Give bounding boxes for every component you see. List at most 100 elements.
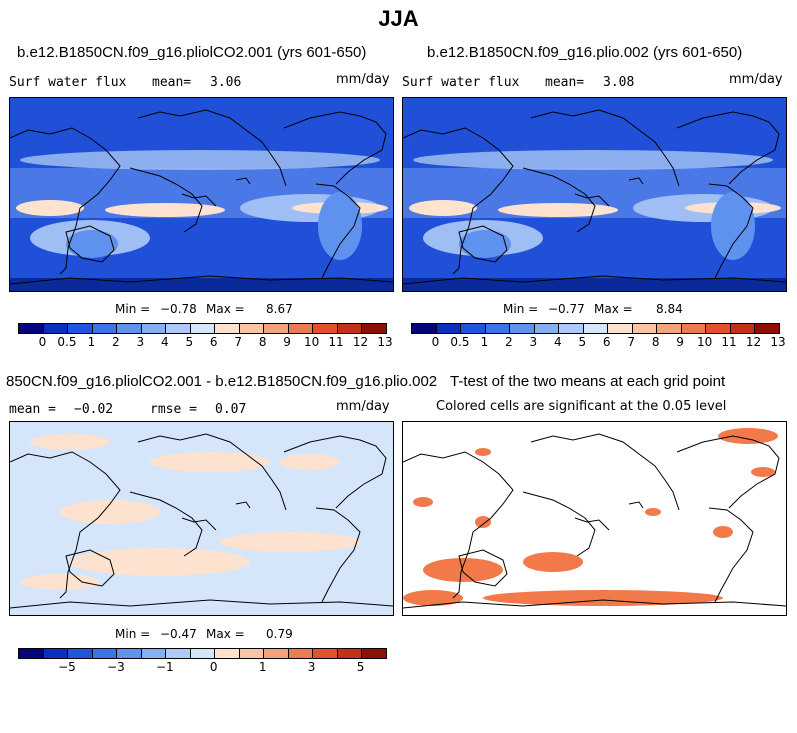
colorbar-swatch — [288, 324, 314, 333]
colorbar-swatch — [583, 324, 609, 333]
colorbar-tick-label: 0.5 — [450, 335, 470, 349]
coastline — [235, 501, 251, 509]
panel2-mean-label: mean= — [545, 75, 585, 90]
colorbar-tick-label: 0 — [431, 335, 440, 349]
coastline — [10, 599, 393, 609]
colorbar-swatch — [730, 324, 756, 333]
colorbar-swatch — [264, 649, 289, 658]
colorbar-tick-label: 0 — [38, 335, 47, 349]
colorbar-tick-label: 11 — [721, 335, 737, 349]
colorbar-swatch — [485, 324, 511, 333]
colorbar-tick-label: 10 — [303, 335, 320, 349]
panel2-colorbar-ticks: 0 0.5 1 2 3 4 5 6 7 8 9 10 11 12 13 — [411, 335, 786, 351]
positive-anomaly — [220, 532, 360, 552]
panel1-colorbar — [18, 323, 387, 334]
significant-cells — [475, 448, 491, 456]
colorbar-swatch — [141, 324, 167, 333]
coastline — [137, 109, 287, 187]
colorbar-swatch — [92, 649, 118, 658]
colorbar-tick-label: 10 — [696, 335, 713, 349]
coastline — [181, 517, 217, 531]
colorbar-swatch — [215, 324, 240, 333]
panel3-units: mm/day — [336, 399, 390, 414]
panel1-colorbar-ticks: 0 0.5 1 2 3 4 5 6 7 8 9 10 11 12 13 — [18, 335, 393, 351]
panel4-map-svg — [403, 422, 786, 615]
colorbar-tick-label: 2 — [112, 335, 120, 349]
colorbar-tick-label: 1 — [480, 335, 489, 349]
panel2-max-label: Max = — [594, 302, 633, 316]
coastline — [574, 193, 610, 207]
dry-region — [409, 200, 477, 216]
panel4-title: T-test of the two means at each grid poi… — [450, 373, 726, 390]
colorbar-tick-label: −5 — [58, 660, 76, 674]
panel2-title: b.e12.B1850CN.f09_g16.plio.002 (yrs 601-… — [427, 44, 743, 61]
colorbar-swatch — [68, 324, 93, 333]
coastline — [129, 167, 203, 233]
panel3-max-label: Max = — [206, 627, 245, 641]
panel2-map — [402, 97, 787, 292]
coastline — [628, 177, 644, 185]
colorbar-tick-label: 1 — [87, 335, 96, 349]
colorbar-swatch — [510, 324, 535, 333]
coastline — [235, 177, 251, 185]
coastline — [65, 549, 115, 587]
colorbar-swatch — [264, 324, 289, 333]
colorbar-swatch — [632, 324, 658, 333]
itcz-band — [413, 150, 773, 170]
colorbar-swatch — [117, 649, 142, 658]
coastline — [181, 193, 217, 207]
colorbar-tick-label: 0.5 — [57, 335, 77, 349]
significant-cells — [413, 497, 433, 507]
coastline — [137, 433, 287, 511]
significant-cells — [403, 590, 463, 606]
significant-cells — [645, 508, 661, 516]
panel1-max-label: Max = — [206, 302, 245, 316]
colorbar-swatch — [117, 324, 142, 333]
panel3-map — [9, 421, 394, 616]
significant-cells — [751, 467, 775, 477]
colorbar-tick-label: 1 — [258, 660, 267, 674]
coastline — [283, 435, 387, 509]
coastline — [708, 507, 754, 603]
colorbar-tick-label: 9 — [283, 335, 291, 349]
colorbar-swatch — [190, 649, 216, 658]
colorbar-swatch — [313, 649, 338, 658]
significant-cells — [475, 516, 491, 528]
colorbar-tick-label: 12 — [352, 335, 369, 349]
panel2-max-value: 8.84 — [656, 302, 683, 316]
panel1-min-label: Min = — [115, 302, 151, 316]
coastline — [458, 549, 508, 587]
colorbar-swatch — [166, 324, 191, 333]
colorbar-tick-label: 2 — [505, 335, 513, 349]
south-america-land — [318, 192, 362, 260]
panel2-mean-value: 3.08 — [603, 75, 635, 90]
positive-anomaly — [30, 434, 110, 450]
colorbar-tick-label: −3 — [107, 660, 125, 674]
panel4-map — [402, 421, 787, 616]
coastline — [522, 167, 596, 233]
coastline — [530, 433, 680, 511]
colorbar-swatch — [337, 649, 363, 658]
colorbar-swatch — [239, 324, 265, 333]
panel1-mean-label: mean= — [152, 75, 192, 90]
colorbar-swatch — [412, 324, 437, 333]
significant-cells — [713, 526, 733, 538]
coastline — [676, 111, 780, 185]
colorbar-tick-label: 3 — [307, 660, 316, 674]
panel3-min-value: −0.47 — [160, 627, 197, 641]
panel1-title: b.e12.B1850CN.f09_g16.pliolCO2.001 (yrs … — [17, 44, 367, 61]
coastline — [129, 491, 203, 557]
coastline — [315, 183, 361, 279]
ttest-background — [403, 422, 786, 615]
colorbar-tick-label: 8 — [258, 335, 267, 349]
panel2-map-svg — [403, 98, 786, 291]
panel3-rmse-value: 0.07 — [215, 402, 247, 417]
coastline — [65, 225, 115, 263]
colorbar-swatch — [362, 649, 386, 658]
antarctica-band — [403, 278, 786, 291]
colorbar-swatch — [288, 649, 314, 658]
significant-cells — [523, 552, 583, 572]
positive-anomaly — [280, 454, 340, 470]
coastline — [458, 225, 508, 263]
colorbar-tick-label: 8 — [651, 335, 660, 349]
